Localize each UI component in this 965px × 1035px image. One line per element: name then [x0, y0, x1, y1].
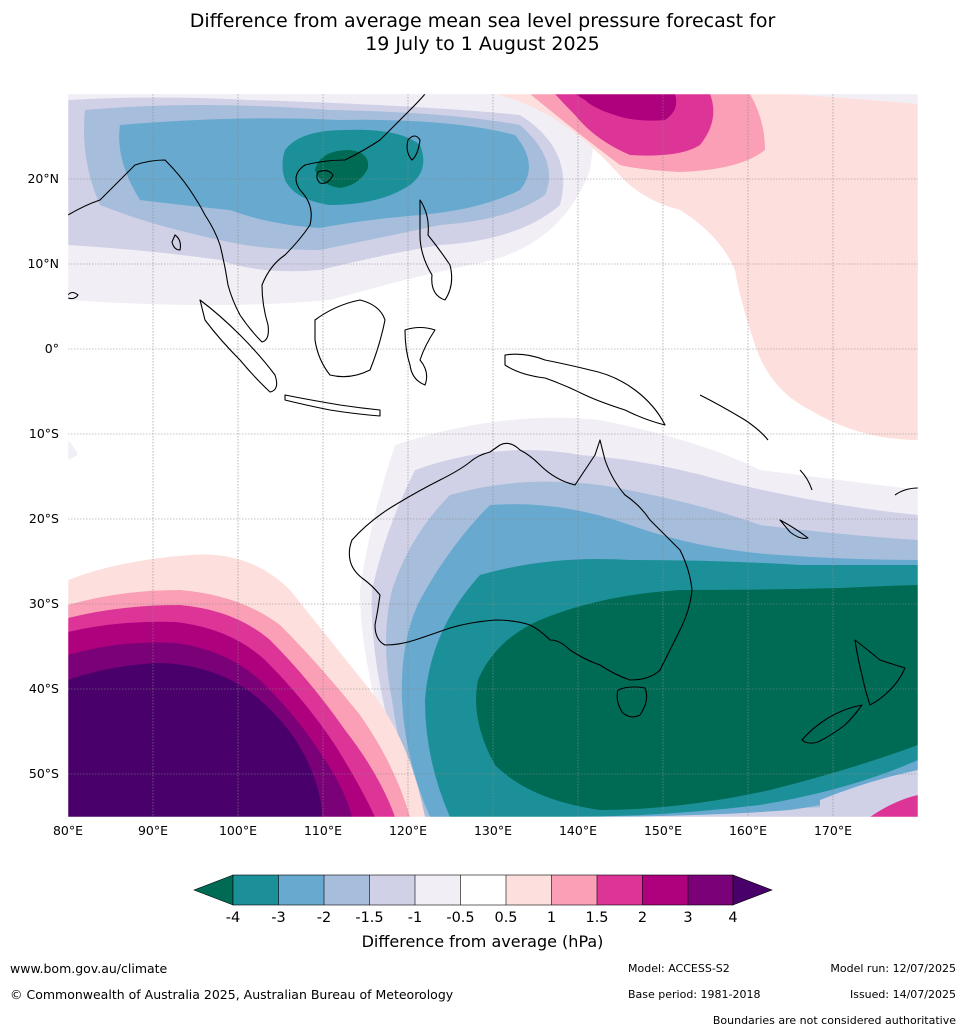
model-run-date: Model run: 12/07/2025	[830, 962, 956, 975]
lon-tick-160: 160°E	[729, 823, 767, 838]
colorbar-bin-8	[551, 875, 597, 905]
lon-tick-100: 100°E	[219, 823, 257, 838]
coastlines	[68, 94, 918, 744]
issued-date: Issued: 14/07/2025	[849, 988, 956, 1001]
lon-tick-150: 150°E	[644, 823, 682, 838]
lon-tick-labels: 80°E 90°E 100°E 110°E 120°E 130°E 140°E …	[53, 823, 852, 838]
sri-lanka-coast	[171, 234, 181, 251]
colorbar-bin-2	[278, 875, 324, 905]
ne-pale-band	[790, 94, 918, 104]
ne-anomaly-0.5	[495, 94, 918, 440]
colorbar-tick-3: -2	[317, 910, 331, 926]
lat-tick-20n: 20°N	[27, 171, 59, 186]
lon-tick-110: 110°E	[304, 823, 342, 838]
colorbar-tick-5: -1	[408, 910, 422, 926]
colorbar-bin-3	[324, 875, 370, 905]
boundaries-disclaimer: Boundaries are not considered authoritat…	[712, 1014, 956, 1027]
nw-anomaly-4	[315, 150, 369, 188]
colorbar-tick-11: 3	[683, 910, 692, 926]
colorbar-bin-11	[688, 875, 733, 905]
colorbar-bin-5	[415, 875, 461, 905]
title-line-2: 19 July to 1 August 2025	[365, 33, 600, 55]
lat-tick-50s: 50°S	[29, 766, 59, 781]
lon-tick-130: 130°E	[474, 823, 512, 838]
fiji-coast	[894, 487, 918, 496]
colorbar-tick-2: -3	[271, 910, 285, 926]
sulawesi-coast	[404, 326, 436, 386]
colorbar-tick-9: 1.5	[585, 910, 608, 926]
colorbar-bin-6	[460, 875, 506, 905]
colorbar: -4 -3 -2 -1.5 -1 -0.5 0.5 1 1.5 2 3 4	[193, 874, 773, 926]
lat-tick-0: 0°	[45, 341, 59, 356]
lat-tick-10s: 10°S	[29, 426, 59, 441]
colorbar-tick-7: 0.5	[494, 910, 517, 926]
lat-tick-labels: 20°N 10°N 0° 10°S 20°S 30°S 40°S 50°S	[27, 171, 59, 781]
lat-tick-40s: 40°S	[29, 681, 59, 696]
title-line-1: Difference from average mean sea level p…	[189, 10, 776, 32]
hainan-coast	[316, 169, 334, 184]
sw-anomaly-4	[68, 663, 322, 817]
base-period: Base period: 1981-2018	[628, 988, 761, 1001]
nz-south-coast	[801, 704, 863, 744]
asia-mainland-coast	[68, 94, 426, 343]
colorbar-bin-1	[233, 875, 279, 905]
ne-anomaly-2	[575, 94, 677, 121]
solomon-coast	[699, 394, 769, 441]
new-guinea-coast	[504, 353, 666, 426]
lat-tick-30s: 30°S	[29, 596, 59, 611]
colorbar-high-extend	[732, 874, 773, 906]
copyright-text: © Commonwealth of Australia 2025, Austra…	[10, 987, 454, 1002]
india-west-coast	[68, 291, 79, 300]
se-positive-corner	[870, 795, 918, 817]
lat-tick-20s: 20°S	[29, 511, 59, 526]
new-caledonia-coast	[779, 519, 809, 539]
vanuatu-coast	[799, 469, 813, 491]
taiwan-coast	[406, 135, 421, 161]
map-frame	[67, 93, 919, 818]
tasmania-coast	[616, 686, 648, 718]
colorbar-bin-9	[597, 875, 643, 905]
map-title: Difference from average mean sea level p…	[0, 10, 965, 56]
colorbar-tick-4: -1.5	[355, 910, 383, 926]
colorbar-tick-8: 1	[547, 910, 556, 926]
west-pale-patch	[68, 440, 78, 460]
colorbar-bin-7	[506, 875, 552, 905]
colorbar-title: Difference from average (hPa)	[361, 932, 604, 951]
bom-climate-link[interactable]: www.bom.gov.au/climate	[10, 961, 168, 976]
nz-north-coast	[854, 639, 906, 706]
colorbar-tick-10: 2	[638, 910, 647, 926]
graticule	[68, 94, 918, 817]
philippines-coast	[419, 199, 453, 301]
lon-tick-120: 120°E	[389, 823, 427, 838]
colorbar-tick-12: 4	[728, 910, 737, 926]
lon-tick-80: 80°E	[53, 823, 83, 838]
colorbar-tick-6: -0.5	[446, 910, 474, 926]
colorbar-bin-10	[642, 875, 688, 905]
sumatra-coast	[199, 299, 278, 393]
anomaly-field	[68, 94, 918, 817]
south-anomaly-4	[476, 585, 918, 810]
lon-tick-90: 90°E	[138, 823, 168, 838]
lon-tick-140: 140°E	[559, 823, 597, 838]
colorbar-bin-4	[369, 875, 415, 905]
java-coast	[284, 394, 381, 417]
colorbar-low-extend	[193, 874, 234, 906]
colorbar-tick-1: -4	[226, 910, 240, 926]
borneo-coast	[314, 299, 386, 378]
australia-coast	[348, 439, 693, 681]
lon-tick-170: 170°E	[814, 823, 852, 838]
model-name: Model: ACCESS-S2	[628, 962, 730, 975]
lat-tick-10n: 10°N	[27, 256, 59, 271]
